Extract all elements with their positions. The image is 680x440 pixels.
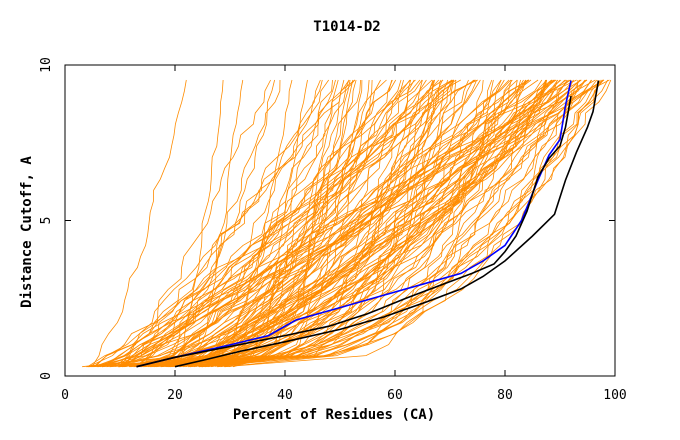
x-tick-label: 0	[61, 388, 69, 403]
background-series-line	[115, 79, 356, 367]
background-series-line	[106, 79, 593, 368]
background-series-line	[163, 79, 281, 367]
background-series-line	[232, 79, 308, 368]
background-series-line	[208, 79, 351, 368]
black-model-1-line	[136, 95, 572, 368]
background-series-line	[186, 79, 411, 368]
background-series-line	[124, 79, 440, 368]
background-series-line	[189, 79, 559, 368]
background-series-line	[122, 79, 582, 368]
blue-model-line	[136, 80, 572, 368]
x-tick-label: 100	[603, 388, 626, 403]
background-series-line	[162, 79, 505, 368]
background-series-line	[201, 79, 339, 368]
background-series-line	[200, 79, 553, 368]
background-series-line	[118, 79, 612, 368]
background-series-line	[96, 79, 423, 368]
x-axis: 0 20 40 60 80 100	[61, 65, 627, 403]
background-series-line	[118, 79, 457, 368]
background-series-line	[121, 79, 604, 368]
background-series-line	[161, 79, 416, 368]
background-series-line	[91, 79, 521, 368]
y-axis: 0 5 10	[39, 57, 615, 380]
background-series-line	[86, 79, 579, 368]
y-axis-label: Distance Cutoff, A	[19, 156, 35, 308]
x-tick-label: 40	[277, 388, 293, 403]
background-series-line	[102, 79, 562, 368]
y-tick-label: 10	[39, 57, 54, 73]
background-series-line	[129, 79, 373, 368]
highlight-series-group	[136, 80, 600, 368]
background-series-line	[164, 79, 610, 368]
background-series-line	[225, 79, 357, 367]
background-series-line	[233, 79, 415, 368]
background-series-line	[207, 79, 402, 368]
background-series-line	[89, 79, 539, 368]
x-tick-label: 60	[387, 388, 403, 403]
background-series-line	[188, 79, 393, 368]
background-series-line	[136, 79, 427, 368]
background-series-line	[215, 79, 361, 368]
background-series-line	[216, 79, 484, 368]
background-series-line	[121, 79, 421, 368]
background-series-line	[133, 79, 556, 368]
background-series-line	[147, 79, 547, 368]
background-series-line	[179, 79, 601, 368]
y-tick-label: 0	[39, 372, 54, 380]
background-series-line	[184, 79, 244, 367]
background-series-line	[225, 79, 502, 368]
background-series-line	[122, 79, 404, 368]
background-series-line	[124, 79, 475, 368]
background-series-line	[140, 79, 518, 368]
chart-title: T1014-D2	[313, 19, 380, 35]
background-series-line	[100, 79, 444, 368]
background-series-group	[82, 79, 612, 368]
background-series-line	[87, 79, 596, 368]
background-series-line	[151, 79, 518, 368]
x-axis-label: Percent of Residues (CA)	[233, 407, 435, 423]
background-series-line	[161, 79, 543, 368]
background-series-line	[149, 79, 356, 368]
background-series-line	[172, 79, 588, 368]
background-series-line	[142, 79, 330, 367]
x-tick-label: 80	[497, 388, 513, 403]
background-series-line	[212, 79, 336, 367]
background-series-line	[179, 79, 481, 368]
background-series-line	[170, 79, 574, 368]
x-tick-label: 20	[167, 388, 183, 403]
background-series-line	[144, 79, 443, 368]
background-series-line	[142, 79, 412, 368]
background-series-line	[154, 79, 435, 368]
background-series-line	[180, 79, 224, 367]
background-series-line	[165, 79, 345, 368]
background-series-line	[136, 79, 435, 368]
black-model-2-line	[174, 80, 600, 368]
background-series-line	[120, 79, 321, 367]
background-series-line	[94, 79, 350, 367]
y-tick-label: 5	[39, 217, 54, 225]
background-series-line	[91, 79, 187, 367]
background-series-line	[119, 79, 569, 368]
background-series-line	[198, 79, 363, 368]
background-series-line	[207, 79, 455, 367]
background-series-line	[155, 79, 566, 368]
background-series-line	[139, 79, 530, 368]
background-series-line	[204, 79, 571, 368]
background-series-line	[123, 79, 478, 367]
